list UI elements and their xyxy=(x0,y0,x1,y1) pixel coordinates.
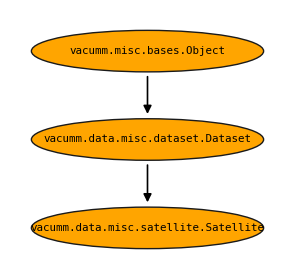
Text: vacumm.data.misc.satellite.Satellite: vacumm.data.misc.satellite.Satellite xyxy=(30,223,265,233)
Ellipse shape xyxy=(31,207,264,249)
Ellipse shape xyxy=(31,119,264,160)
Text: vacumm.data.misc.dataset.Dataset: vacumm.data.misc.dataset.Dataset xyxy=(43,134,252,145)
Text: vacumm.misc.bases.Object: vacumm.misc.bases.Object xyxy=(70,46,225,56)
Ellipse shape xyxy=(31,30,264,72)
